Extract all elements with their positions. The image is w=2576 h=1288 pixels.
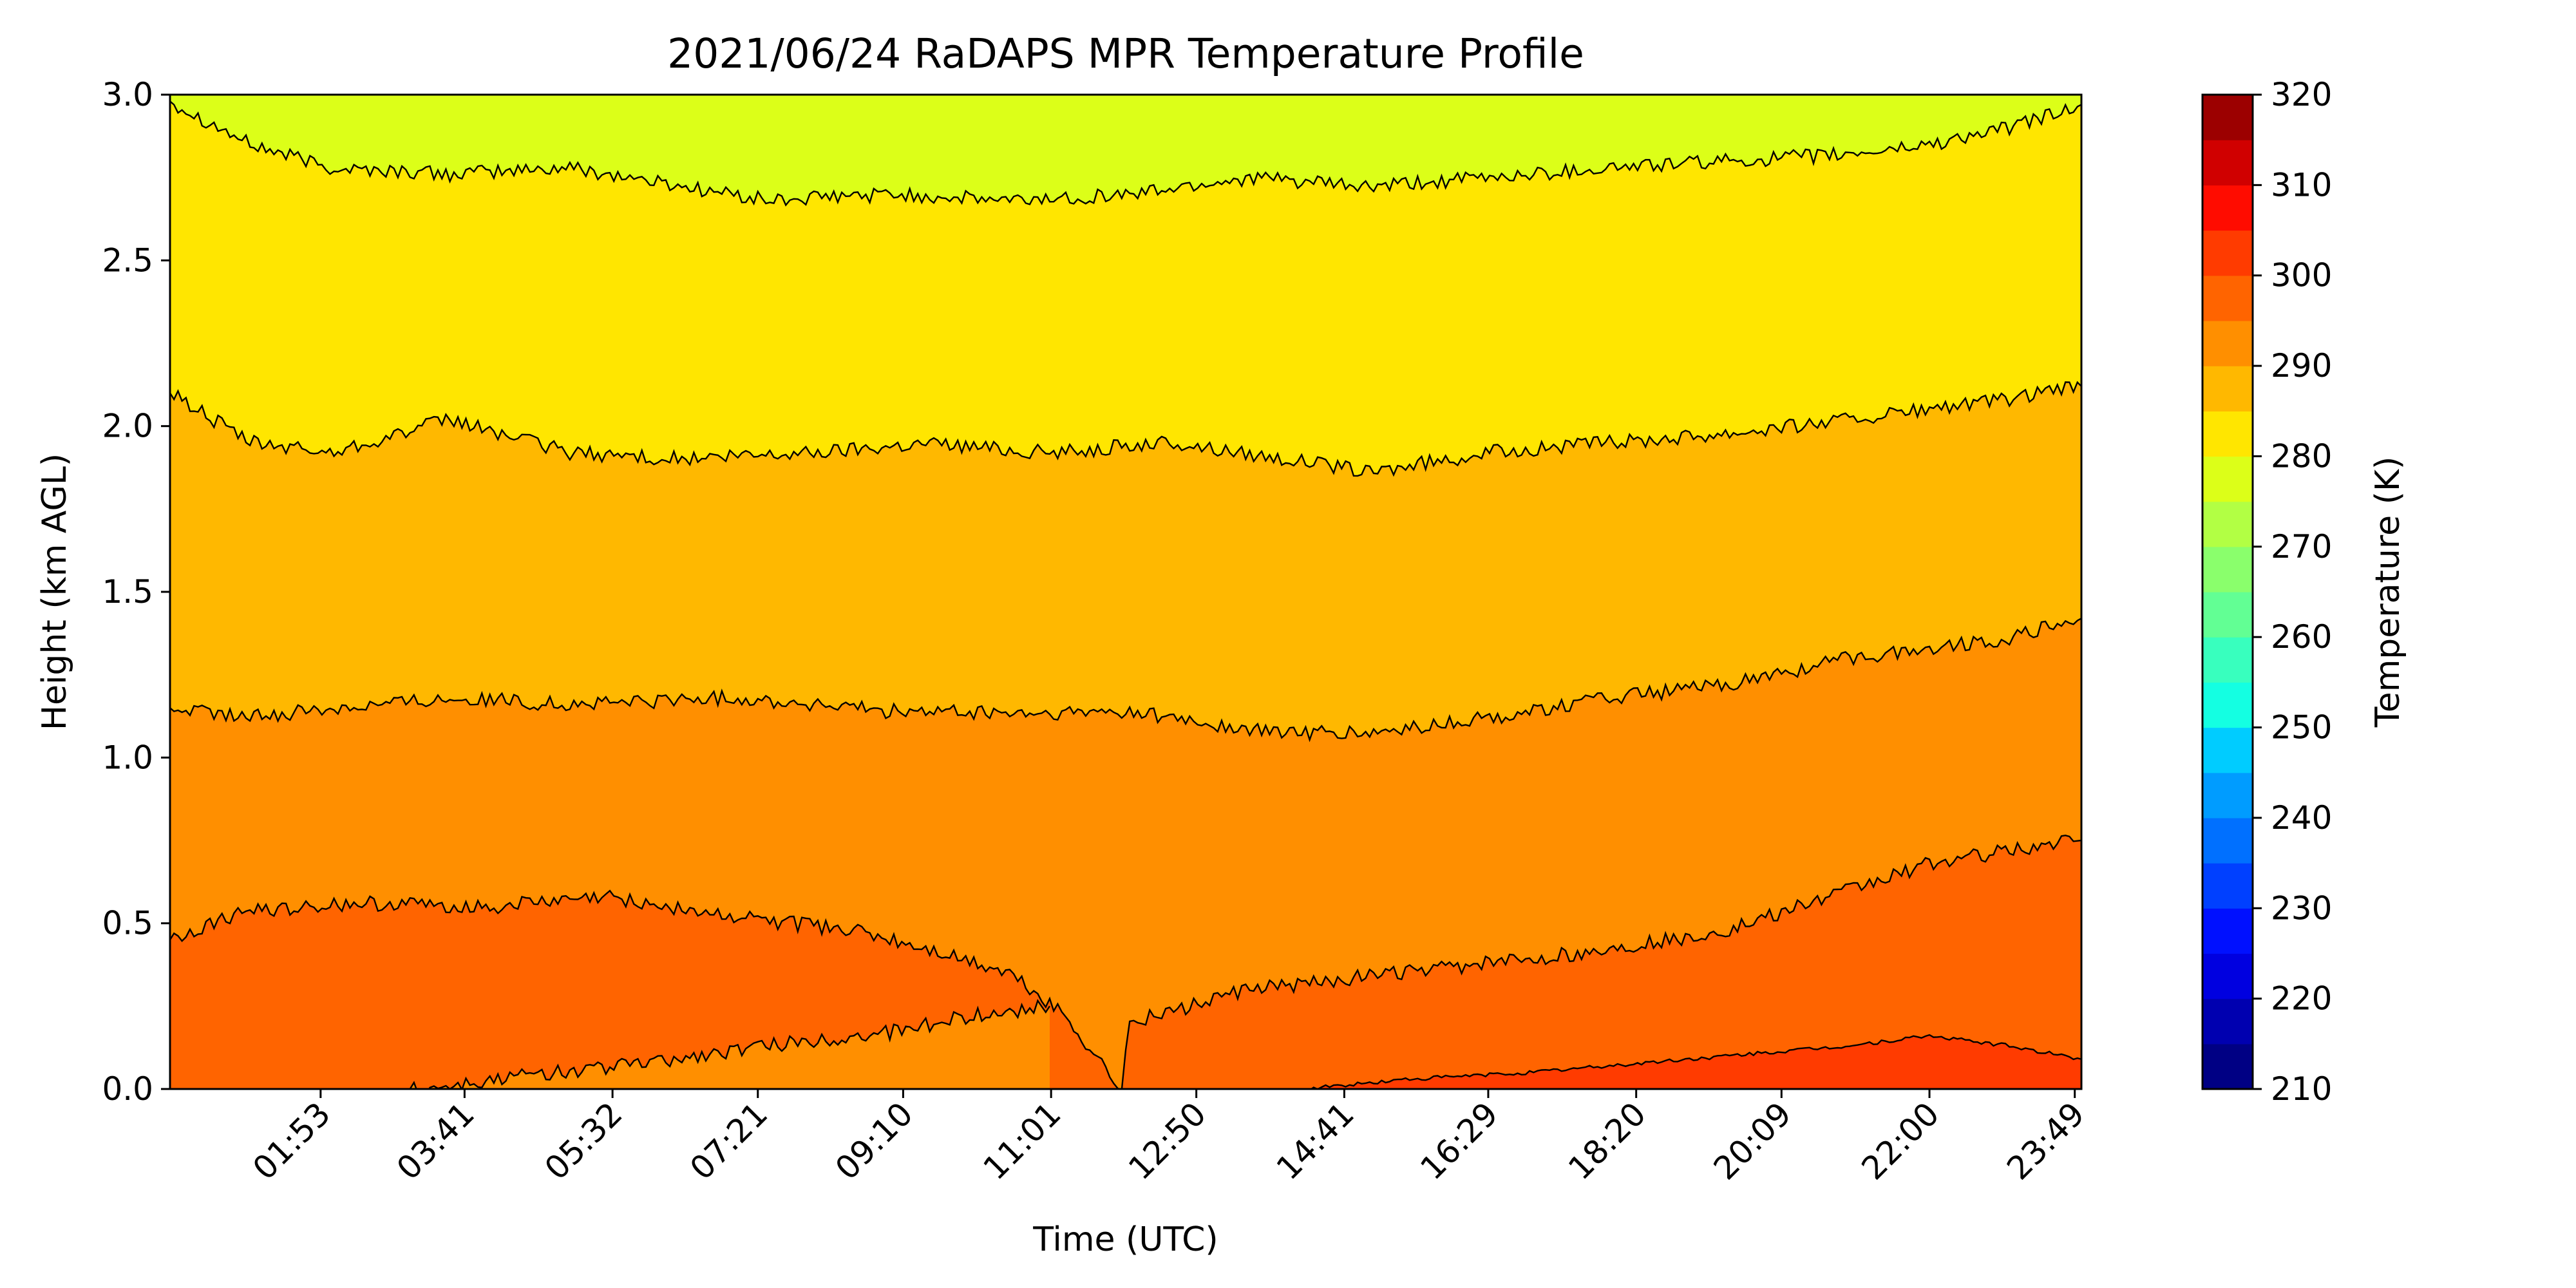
colorbar: 210 220 230 240 250 260 270 280 290 300 310 320 Tem… — [2201, 76, 2407, 1108]
y-axis: 0.0 0.5 1.0 1.5 2.0 2.5 3.0 — [102, 76, 170, 1108]
contour-280K — [170, 100, 2081, 207]
band-295-300 — [170, 835, 2081, 1089]
colorbar-swatch — [2202, 546, 2253, 592]
colorbar-swatch — [2202, 275, 2253, 321]
x-tick-label: 05:32 — [538, 1095, 630, 1187]
colorbar-tick-label: 310 — [2271, 166, 2332, 204]
colorbar-swatch — [2202, 230, 2253, 276]
colorbar-swatch — [2202, 185, 2253, 231]
temperature-bands — [170, 95, 2081, 1089]
plot-area — [169, 93, 2083, 1090]
x-tick-label: 14:41 — [1269, 1095, 1361, 1187]
x-axis: 01:53 03:41 05:32 07:21 09:10 11:01 12:50 14:41… — [245, 1089, 2092, 1187]
colorbar-swatch — [2202, 140, 2253, 185]
y-tick-label: 3.0 — [102, 76, 153, 113]
colorbar-tick-label: 270 — [2271, 528, 2332, 565]
colorbar-frame — [2201, 93, 2254, 1090]
x-tick-label: 22:00 — [1855, 1095, 1947, 1187]
colorbar-swatch — [2202, 863, 2253, 909]
x-tick-label: 07:21 — [683, 1095, 775, 1187]
colorbar-tick-label: 220 — [2271, 980, 2332, 1018]
x-tick-label: 11:01 — [976, 1095, 1068, 1187]
colorbar-tick-label: 210 — [2271, 1070, 2332, 1108]
colorbar-swatches — [2202, 95, 2253, 1090]
x-tick-label: 09:10 — [828, 1095, 920, 1187]
colorbar-swatch — [2202, 501, 2253, 547]
band-300-305 — [1305, 1035, 2081, 1089]
contour-300K — [1305, 1034, 2081, 1089]
y-axis-label: Height (km AGL) — [35, 453, 74, 730]
contour-295K — [170, 834, 2081, 1089]
colorbar-swatch — [2202, 1043, 2253, 1090]
contour-285K — [170, 381, 2081, 477]
y-tick-label: 0.5 — [102, 905, 153, 942]
colorbar-swatch — [2202, 772, 2253, 819]
colorbar-tick-label: 250 — [2271, 709, 2332, 746]
colorbar-swatch — [2202, 682, 2253, 728]
colorbar-tick-label: 260 — [2271, 618, 2332, 656]
x-tick-label: 18:20 — [1561, 1095, 1653, 1187]
colorbar-label: Temperature (K) — [2369, 457, 2407, 728]
x-tick-label: 12:50 — [1121, 1095, 1213, 1187]
colorbar-swatch — [2202, 637, 2253, 683]
y-tick-label: 2.0 — [102, 408, 153, 445]
colorbar-swatch — [2202, 456, 2253, 502]
colorbar-swatch — [2202, 908, 2253, 954]
colorbar-swatch — [2202, 727, 2253, 773]
colorbar-tick-label: 290 — [2271, 347, 2332, 384]
x-tick-label: 01:53 — [245, 1095, 337, 1187]
x-tick-label: 16:29 — [1414, 1095, 1506, 1187]
colorbar-tick-label: 300 — [2271, 257, 2332, 294]
band-290-295-lower — [410, 1000, 1050, 1089]
colorbar-swatch — [2202, 998, 2253, 1045]
x-tick-label: 20:09 — [1707, 1095, 1799, 1187]
x-tick-label: 23:49 — [2000, 1095, 2092, 1187]
colorbar-swatch — [2202, 366, 2253, 412]
colorbar-swatch — [2202, 411, 2253, 457]
contour-290K — [170, 618, 2081, 743]
colorbar-swatch — [2202, 592, 2253, 638]
y-tick-label: 0.0 — [102, 1070, 153, 1108]
y-tick-label: 1.5 — [102, 573, 153, 611]
x-tick-label: 03:41 — [390, 1095, 482, 1187]
x-axis-label: Time (UTC) — [1032, 1220, 1218, 1259]
colorbar-swatch — [2202, 95, 2253, 140]
y-tick-label: 1.0 — [102, 739, 153, 776]
contour-lines — [170, 100, 2081, 1089]
colorbar-tick-label: 320 — [2271, 76, 2332, 113]
colorbar-ticks: 210 220 230 240 250 260 270 280 290 300 310 320 — [2253, 76, 2332, 1108]
colorbar-tick-label: 240 — [2271, 799, 2332, 837]
colorbar-swatch — [2202, 953, 2253, 999]
colorbar-tick-label: 230 — [2271, 889, 2332, 927]
contour-295K — [409, 999, 1051, 1089]
colorbar-swatch — [2202, 817, 2253, 864]
colorbar-swatch — [2202, 320, 2253, 366]
colorbar-tick-label: 280 — [2271, 437, 2332, 475]
chart-title: 2021/06/24 RaDAPS MPR Temperature Profil… — [667, 30, 1584, 77]
y-tick-label: 2.5 — [102, 242, 153, 279]
